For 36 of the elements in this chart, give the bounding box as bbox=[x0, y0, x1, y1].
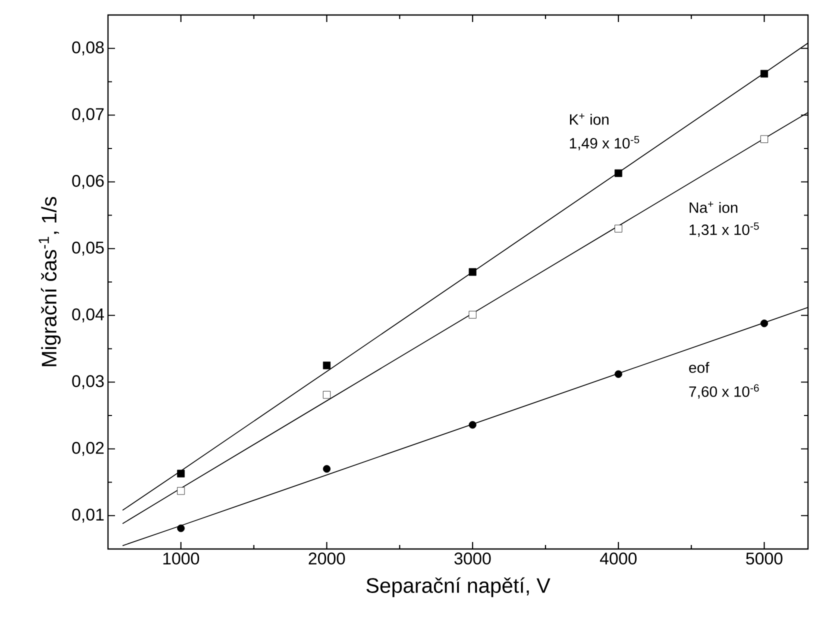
point bbox=[177, 487, 185, 495]
point bbox=[468, 268, 476, 276]
annotation: 7,60 x 10$^{-6}$ bbox=[689, 384, 759, 399]
x-tick-label: 3000 bbox=[454, 552, 491, 565]
annotation: K$^{+}$ ion bbox=[570, 113, 608, 125]
annotation: Na$^{+}$ ion bbox=[690, 202, 738, 213]
point bbox=[614, 224, 622, 232]
y-tick-label: 0,07 bbox=[72, 108, 104, 122]
y-axis-title: Migrační čas$^{-1}$, 1/s bbox=[38, 196, 61, 366]
point bbox=[468, 310, 476, 319]
point bbox=[614, 370, 622, 378]
point bbox=[760, 320, 768, 328]
x-tick-label: 2000 bbox=[308, 552, 345, 565]
y-tick-label: 0,06 bbox=[72, 174, 104, 189]
point bbox=[322, 362, 331, 370]
point bbox=[322, 391, 331, 399]
point bbox=[468, 421, 476, 429]
y-tick-label: 0,01 bbox=[72, 508, 104, 523]
x-tick-label: 4000 bbox=[600, 552, 637, 565]
y-tick-label: 0,04 bbox=[72, 308, 104, 322]
point bbox=[322, 465, 331, 473]
annotation: 1,49 x 10$^{-5}$ bbox=[570, 136, 640, 150]
point bbox=[177, 470, 185, 478]
x-axis-title: Separační napětí, V bbox=[366, 577, 550, 598]
point bbox=[760, 70, 768, 78]
x-tick-label: 5000 bbox=[746, 552, 782, 565]
y-tick-label: 0,03 bbox=[72, 375, 104, 390]
y-tick-label: 0,05 bbox=[72, 242, 104, 256]
x-tick-label: 1000 bbox=[163, 552, 200, 565]
annotation: eof bbox=[689, 362, 710, 373]
point bbox=[614, 169, 622, 177]
point bbox=[760, 135, 768, 143]
y-tick-label: 0,08 bbox=[72, 41, 104, 56]
y-tick-label: 0,02 bbox=[72, 442, 104, 456]
point bbox=[177, 524, 185, 532]
annotation: 1,31 x 10$^{-5}$ bbox=[690, 222, 759, 237]
